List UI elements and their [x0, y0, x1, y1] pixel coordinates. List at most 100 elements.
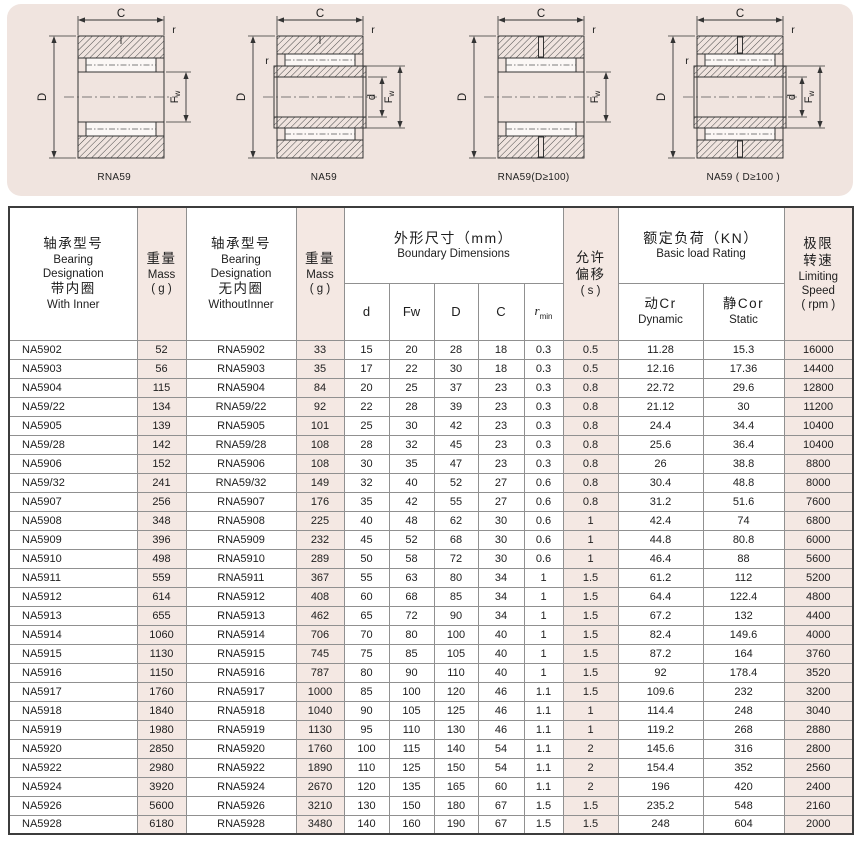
table-row: NA5928 6180 RNA5928 3480 140 160 190 67 1.5 1.5 24… — [8, 814, 854, 835]
header-text: Static — [729, 313, 758, 326]
table-cell: 1.5 — [562, 643, 619, 664]
table-cell: 1.1 — [523, 681, 564, 702]
table-cell: 22 — [388, 358, 435, 379]
table-cell: 17 — [343, 358, 390, 379]
table-cell: 46.4 — [617, 548, 704, 569]
table-header: 轴承型号 Bearing Designation 带内圈 With Inner … — [8, 206, 854, 341]
table-cell: NA5905 — [8, 415, 138, 436]
table-cell: 84 — [295, 377, 345, 398]
table-cell: 33 — [295, 339, 345, 360]
table-cell: 0.8 — [562, 491, 619, 512]
table-cell: 30 — [477, 510, 525, 531]
table-cell: RNA5916 — [185, 662, 297, 683]
table-cell: 348 — [136, 510, 187, 531]
table-cell: 1040 — [295, 700, 345, 721]
table-cell: 1.5 — [562, 624, 619, 645]
header-text: r — [534, 302, 540, 318]
table-cell: 0.6 — [523, 510, 564, 531]
table-row: NA59/32 241 RNA59/32 149 32 40 52 27 0.6 0.8 30.4 4… — [8, 472, 854, 493]
table-row: NA5919 1980 RNA5919 1130 95 110 130 46 1.1 1 119.2… — [8, 719, 854, 740]
table-cell: NA5911 — [8, 567, 138, 588]
table-cell: 64.4 — [617, 586, 704, 607]
table-cell: 140 — [433, 738, 479, 759]
header-text: 允许 — [575, 249, 606, 265]
table-cell: RNA5908 — [185, 510, 297, 531]
table-cell: 10400 — [783, 415, 854, 436]
header-misalignment: 允许 偏移 ( s ) — [562, 206, 619, 341]
table-cell: NA59/28 — [8, 434, 138, 455]
header-bearing-without-inner: 轴承型号 Bearing Designation 无内圈 WithoutInne… — [185, 206, 297, 341]
table-cell: NA5924 — [8, 776, 138, 797]
table-cell: RNA5918 — [185, 700, 297, 721]
table-cell: 787 — [295, 662, 345, 683]
table-cell: 22.72 — [617, 377, 704, 398]
svg-text:r: r — [791, 24, 795, 36]
table-cell: 154.4 — [617, 757, 704, 778]
table-cell: RNA5926 — [185, 795, 297, 816]
table-cell: 70 — [343, 624, 390, 645]
header-dim-d: d — [343, 282, 390, 341]
table-cell: 101 — [295, 415, 345, 436]
table-cell: 1150 — [136, 662, 187, 683]
table-cell: 145.6 — [617, 738, 704, 759]
table-cell: 68 — [433, 529, 479, 550]
header-text: With Inner — [47, 298, 100, 311]
header-text: C — [496, 303, 506, 319]
svg-text:C: C — [736, 8, 744, 20]
table-cell: 1 — [562, 510, 619, 531]
table-row: NA5926 5600 RNA5926 3210 130 150 180 67 1.5 1.5 23… — [8, 795, 854, 816]
table-cell: NA5919 — [8, 719, 138, 740]
table-cell: 23 — [477, 453, 525, 474]
table-cell: 34 — [477, 567, 525, 588]
table-cell: 32 — [343, 472, 390, 493]
table-cell: NA5926 — [8, 795, 138, 816]
table-cell: 17.36 — [702, 358, 785, 379]
table-cell: 80 — [433, 567, 479, 588]
bearing-cross-section-drawing: C D d Fw r r — [236, 8, 406, 159]
table-row: NA5909 396 RNA5909 232 45 52 68 30 0.6 1 44.8 80.8 6… — [8, 529, 854, 550]
table-cell: 11200 — [783, 396, 854, 417]
table-cell: 2670 — [295, 776, 345, 797]
table-cell: 655 — [136, 605, 187, 626]
table-cell: 0.8 — [562, 453, 619, 474]
table-cell: 3040 — [783, 700, 854, 721]
table-cell: 6180 — [136, 814, 187, 835]
bearing-diagram-rna59: C D Fw r RNA59 — [14, 6, 214, 183]
table-cell: 3210 — [295, 795, 345, 816]
table-cell: 150 — [433, 757, 479, 778]
table-cell: 72 — [388, 605, 435, 626]
table-cell: 548 — [702, 795, 785, 816]
table-cell: 139 — [136, 415, 187, 436]
header-dim-D: D — [433, 282, 479, 341]
table-cell: 498 — [136, 548, 187, 569]
table-cell: 225 — [295, 510, 345, 531]
table-cell: 1060 — [136, 624, 187, 645]
table-cell: 367 — [295, 567, 345, 588]
table-cell: 142 — [136, 434, 187, 455]
table-cell: 0.8 — [562, 396, 619, 417]
header-dynamic-load: 动Cr Dynamic — [617, 282, 704, 341]
table-cell: 80 — [343, 662, 390, 683]
svg-text:Fw: Fw — [169, 91, 182, 104]
table-cell: 105 — [433, 643, 479, 664]
table-cell: 92 — [617, 662, 704, 683]
table-cell: 45 — [343, 529, 390, 550]
table-cell: 152 — [136, 453, 187, 474]
table-cell: 60 — [343, 586, 390, 607]
table-cell: 10400 — [783, 434, 854, 455]
table-cell: 80 — [388, 624, 435, 645]
table-cell: 110 — [388, 719, 435, 740]
table-cell: 30 — [477, 529, 525, 550]
header-text: 转速 — [803, 252, 834, 268]
bearing-cross-section-drawing: C D Fw r — [457, 8, 611, 159]
table-cell: 2000 — [783, 814, 854, 835]
table-cell: 29.6 — [702, 377, 785, 398]
header-text: min — [539, 312, 553, 322]
table-cell: 46 — [477, 700, 525, 721]
table-cell: NA5916 — [8, 662, 138, 683]
table-cell: 55 — [433, 491, 479, 512]
table-cell: 134 — [136, 396, 187, 417]
table-cell: 2850 — [136, 738, 187, 759]
table-cell: 150 — [388, 795, 435, 816]
